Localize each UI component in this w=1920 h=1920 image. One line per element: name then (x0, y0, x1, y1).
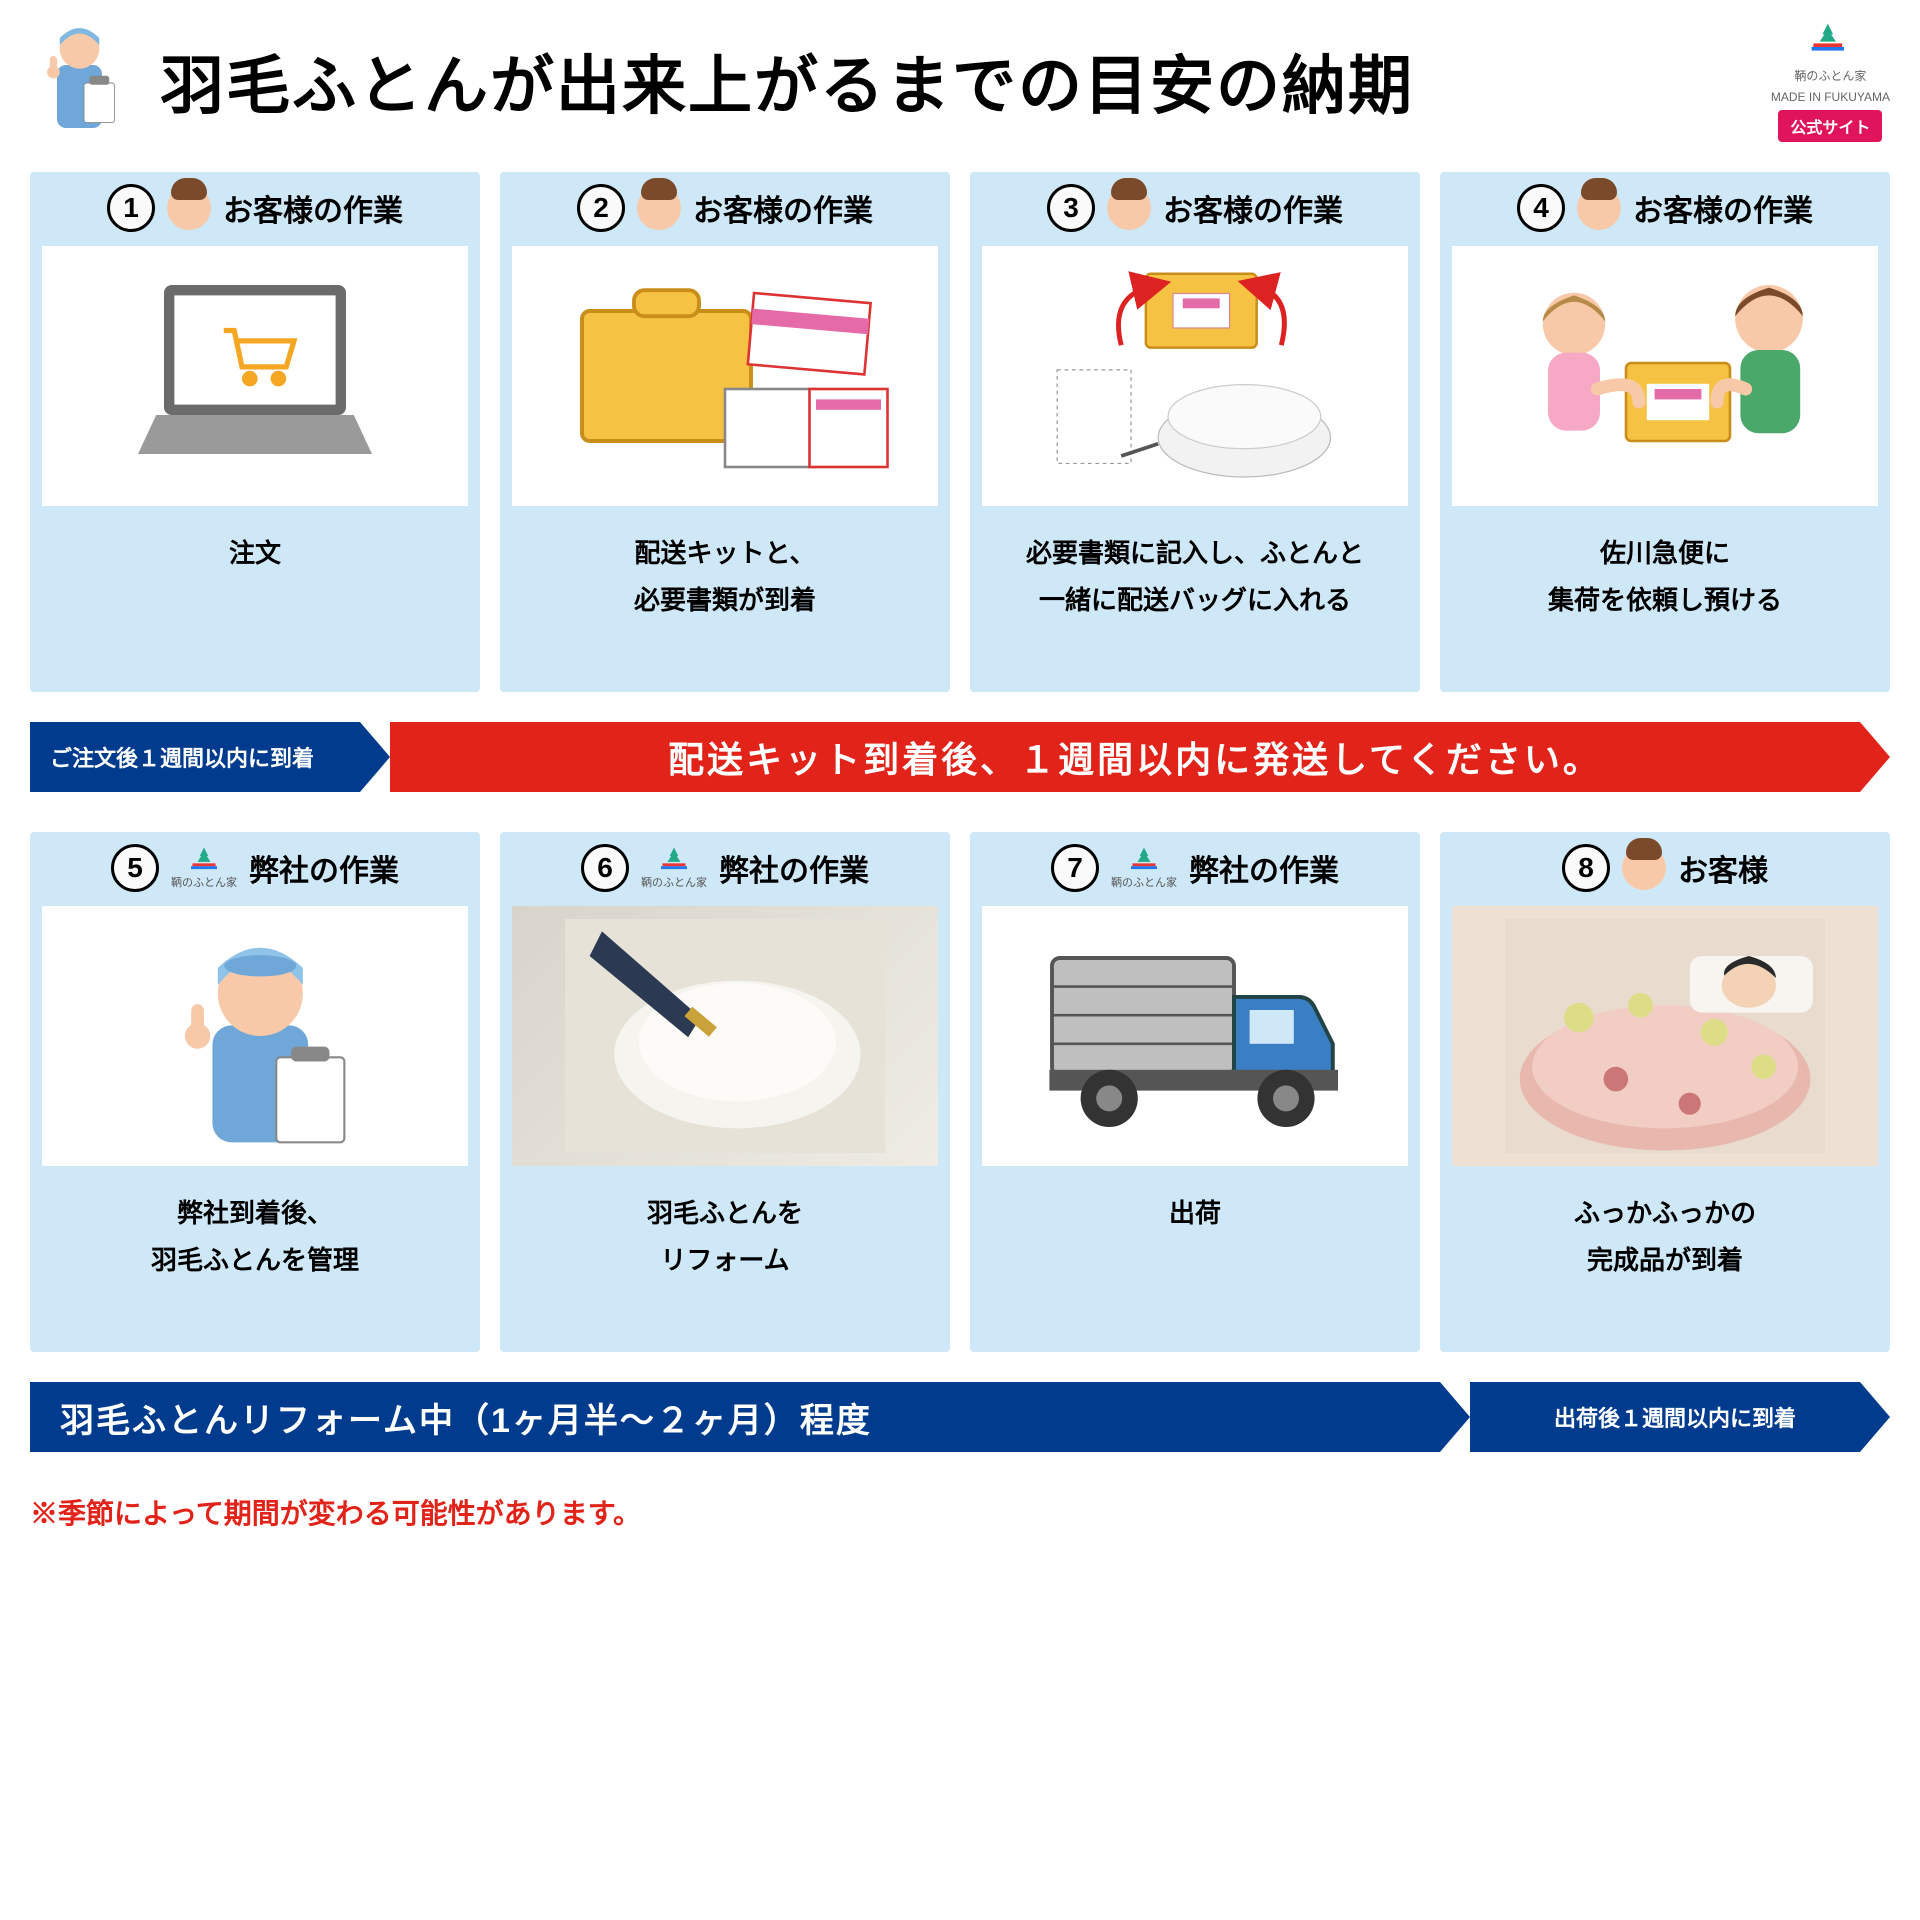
step-card: 7 鞆のふとん家 弊社の作業 出荷 (970, 832, 1420, 1352)
step-caption: 羽毛ふとんを リフォーム (647, 1190, 803, 1284)
step-illustration (512, 906, 938, 1166)
step-number: 5 (111, 844, 159, 892)
worker-icon (30, 20, 140, 142)
step-caption: 必要書類に記入し、ふとんと 一緒に配送バッグに入れる (1026, 530, 1364, 624)
sleeping-futon-icon (1505, 919, 1825, 1153)
timeline-arrow-delivery: 出荷後１週間以内に到着 (1470, 1382, 1890, 1452)
step-caption: 配送キットと、 必要書類が到着 (634, 530, 816, 624)
step-card: 1 お客様の作業 注文 (30, 172, 480, 692)
brand-logo: 鞆のふとん家 MADE IN FUKUYAMA 公式サイト (1771, 20, 1890, 142)
step-card: 5 鞆のふとん家 弊社の作業 弊社到着後、 羽毛ふとんを管理 (30, 832, 480, 1352)
company-logo-icon: 鞆のふとん家 (1111, 846, 1177, 890)
logo-tree-icon (1808, 20, 1852, 63)
timeline-row-1: ご注文後１週間以内に到着 配送キット到着後、１週間以内に発送してください。 (30, 722, 1890, 792)
page-header: 羽毛ふとんが出来上がるまでの目安の納期 鞆のふとん家 MADE IN FUKUY… (30, 20, 1890, 142)
step-caption: ふっかふっかの 完成品が到着 (1574, 1190, 1756, 1284)
step-caption: 出荷 (1169, 1190, 1221, 1237)
timeline-arrow-ship-request: 配送キット到着後、１週間以内に発送してください。 (390, 722, 1890, 792)
step-actor: お客様の作業 (1633, 186, 1813, 230)
customer-avatar-icon (1577, 186, 1621, 230)
step-number: 2 (577, 184, 625, 232)
step-number: 8 (1562, 844, 1610, 892)
step-actor: お客様 (1678, 846, 1768, 890)
step-caption: 注文 (229, 530, 281, 577)
step-illustration (982, 906, 1408, 1166)
step-illustration (1452, 246, 1878, 506)
step-illustration (982, 246, 1408, 506)
step-caption: 佐川急便に 集荷を依頼し預ける (1548, 530, 1782, 624)
pack-futon-icon (1035, 259, 1355, 493)
kit-docs-icon (556, 259, 894, 493)
step-number: 7 (1051, 844, 1099, 892)
customer-avatar-icon (637, 186, 681, 230)
step-illustration (42, 246, 468, 506)
step-illustration (512, 246, 938, 506)
step-actor: 弊社の作業 (1189, 846, 1339, 890)
customer-avatar-icon (167, 186, 211, 230)
step-actor: 弊社の作業 (249, 846, 399, 890)
step-number: 6 (581, 844, 629, 892)
step-card: 2 お客様の作業 配送キットと、 必要書類が到着 (500, 172, 950, 692)
step-illustration (1452, 906, 1878, 1166)
steps-row-1: 1 お客様の作業 注文 2 お客様の作業 (30, 172, 1890, 692)
laptop-cart-icon (99, 259, 411, 493)
step-number: 3 (1047, 184, 1095, 232)
worker-clipboard-icon (138, 919, 372, 1153)
step-actor: お客様の作業 (693, 186, 873, 230)
customer-avatar-icon (1107, 186, 1151, 230)
page-title: 羽毛ふとんが出来上がるまでの目安の納期 (160, 35, 1751, 127)
company-logo-icon: 鞆のふとん家 (641, 846, 707, 890)
handover-icon (1496, 259, 1834, 493)
company-logo-icon: 鞆のふとん家 (171, 846, 237, 890)
step-card: 8 お客様 ふっかふっかの 完成品が到着 (1440, 832, 1890, 1352)
step-actor: お客様の作業 (1163, 186, 1343, 230)
step-illustration (42, 906, 468, 1166)
step-card: 3 お客様の作業 必要書類に記入し、ふとんと 一緒に配送バッグに入れる (970, 172, 1420, 692)
customer-avatar-icon (1622, 846, 1666, 890)
brand-sub: MADE IN FUKUYAMA (1771, 90, 1890, 104)
brand-name: 鞆のふとん家 (1794, 69, 1866, 83)
official-site-badge: 公式サイト (1778, 110, 1882, 142)
step-number: 1 (107, 184, 155, 232)
step-actor: お客様の作業 (223, 186, 403, 230)
timeline-arrow-order: ご注文後１週間以内に到着 (30, 722, 390, 792)
step-actor: 弊社の作業 (719, 846, 869, 890)
step-number: 4 (1517, 184, 1565, 232)
truck-icon (1026, 919, 1364, 1153)
timeline-arrow-reform: 羽毛ふとんリフォーム中（1ヶ月半〜２ヶ月）程度 (30, 1382, 1470, 1452)
disclaimer-text: ※季節によって期間が変わる可能性があります。 (30, 1492, 1890, 1532)
steps-row-2: 5 鞆のふとん家 弊社の作業 弊社到着後、 羽毛ふとんを管理 6 (30, 832, 1890, 1352)
step-card: 6 鞆のふとん家 弊社の作業 羽毛ふとんを リフォーム (500, 832, 950, 1352)
step-caption: 弊社到着後、 羽毛ふとんを管理 (151, 1190, 359, 1284)
reform-photo-icon (565, 919, 885, 1153)
timeline-row-2: 羽毛ふとんリフォーム中（1ヶ月半〜２ヶ月）程度 出荷後１週間以内に到着 (30, 1382, 1890, 1452)
step-card: 4 お客様の作業 佐川急便に 集荷を依頼し預ける (1440, 172, 1890, 692)
